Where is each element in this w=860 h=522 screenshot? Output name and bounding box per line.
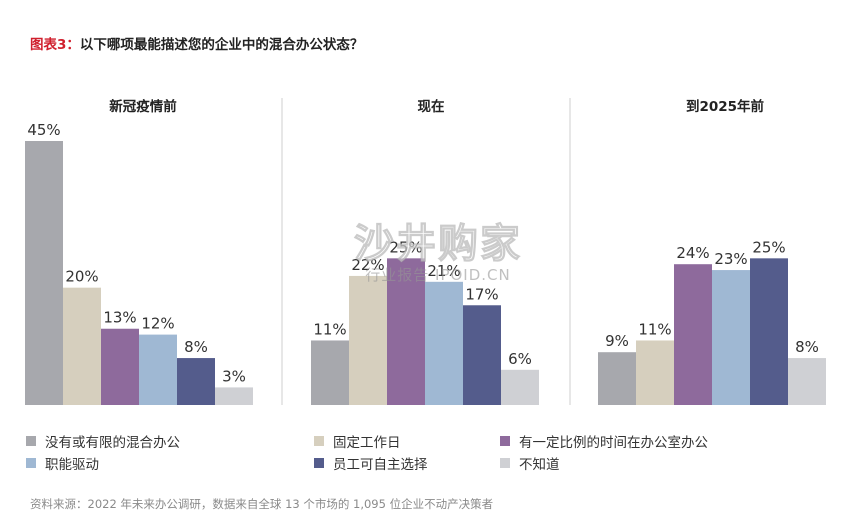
- data-label-panel2-6: 6%: [508, 350, 532, 368]
- chart-legend: 没有或有限的混合办公 固定工作日 有一定比例的时间在办公室办公职能驱动 员工可自主选择…: [26, 431, 826, 475]
- bar-panel1-2: [63, 287, 101, 405]
- legend-label-3: 有一定比例的时间在办公室办公: [519, 435, 708, 451]
- chart-title-text: 以下哪项最能描述您的企业中的混合办公状态？: [79, 37, 364, 53]
- data-label-panel2-2: 22%: [351, 256, 384, 274]
- bar-panel2-1: [311, 340, 349, 405]
- bar-panel1-5: [177, 358, 215, 405]
- legend-swatch-4: [26, 458, 36, 468]
- legend-item-6: 不知道: [500, 453, 560, 473]
- panel-title-3: 到2025年前: [686, 98, 765, 115]
- legend-item-5: 员工可自主选择: [314, 453, 428, 473]
- data-label-panel3-6: 8%: [795, 338, 819, 356]
- bar-panel2-5: [463, 305, 501, 405]
- data-label-panel3-1: 9%: [605, 332, 629, 350]
- data-label-panel3-2: 11%: [638, 320, 671, 338]
- bar-panel3-5: [750, 258, 788, 405]
- legend-swatch-2: [314, 436, 324, 446]
- legend-item-2: 固定工作日: [314, 431, 401, 451]
- legend-label-6: 不知道: [519, 457, 560, 473]
- bar-panel1-4: [139, 334, 177, 405]
- bar-panel3-1: [598, 352, 636, 405]
- legend-swatch-5: [314, 458, 324, 468]
- data-label-panel1-2: 20%: [65, 268, 98, 286]
- legend-item-1: 没有或有限的混合办公: [26, 431, 180, 451]
- panel-title-1: 新冠疫情前: [109, 98, 177, 115]
- bar-panel1-6: [215, 387, 253, 405]
- legend-swatch-1: [26, 436, 36, 446]
- bar-panel2-4: [425, 281, 463, 405]
- data-label-panel2-1: 11%: [313, 320, 346, 338]
- bar-panel3-3: [674, 264, 712, 405]
- legend-label-2: 固定工作日: [333, 435, 401, 451]
- chart-title: 图表3：以下哪项最能描述您的企业中的混合办公状态？: [30, 33, 363, 53]
- source-note: 资料来源：2022 年未来办公调研，数据来自全球 13 个市场的 1,095 位…: [30, 497, 494, 511]
- data-label-panel3-3: 24%: [676, 244, 709, 262]
- data-label-panel1-3: 13%: [103, 309, 136, 327]
- legend-swatch-3: [500, 436, 510, 446]
- bar-panel2-3: [387, 258, 425, 405]
- bar-panel2-6: [501, 369, 539, 405]
- legend-label-1: 没有或有限的混合办公: [45, 435, 180, 451]
- bar-panel1-3: [101, 328, 139, 405]
- legend-label-4: 职能驱动: [45, 457, 99, 473]
- chart-title-prefix: 图表3：: [30, 37, 80, 53]
- data-label-panel1-4: 12%: [141, 315, 174, 333]
- data-label-panel3-4: 23%: [714, 250, 747, 268]
- panel-title-2: 现在: [418, 98, 445, 115]
- bar-panel3-4: [712, 270, 750, 405]
- legend-label-5: 员工可自主选择: [333, 457, 428, 473]
- data-label-panel2-4: 21%: [427, 262, 460, 280]
- data-label-panel3-5: 25%: [752, 238, 785, 256]
- bar-chart: 新冠疫情前 45% 20% 13% 12% 8% 3% 现在 11% 22% 25% 21% 17% 6%…: [25, 98, 826, 405]
- data-label-panel2-3: 25%: [389, 238, 422, 256]
- legend-item-3: 有一定比例的时间在办公室办公: [500, 431, 708, 451]
- legend-item-4: 职能驱动: [26, 453, 99, 473]
- bar-panel3-2: [636, 340, 674, 405]
- data-label-panel1-5: 8%: [184, 338, 208, 356]
- bar-panel2-2: [349, 275, 387, 405]
- data-label-panel1-6: 3%: [222, 367, 246, 385]
- data-label-panel2-5: 17%: [465, 285, 498, 303]
- bar-panel1-1: [25, 141, 63, 405]
- bar-panel3-6: [788, 358, 826, 405]
- legend-swatch-6: [500, 458, 510, 468]
- data-label-panel1-1: 45%: [27, 121, 60, 139]
